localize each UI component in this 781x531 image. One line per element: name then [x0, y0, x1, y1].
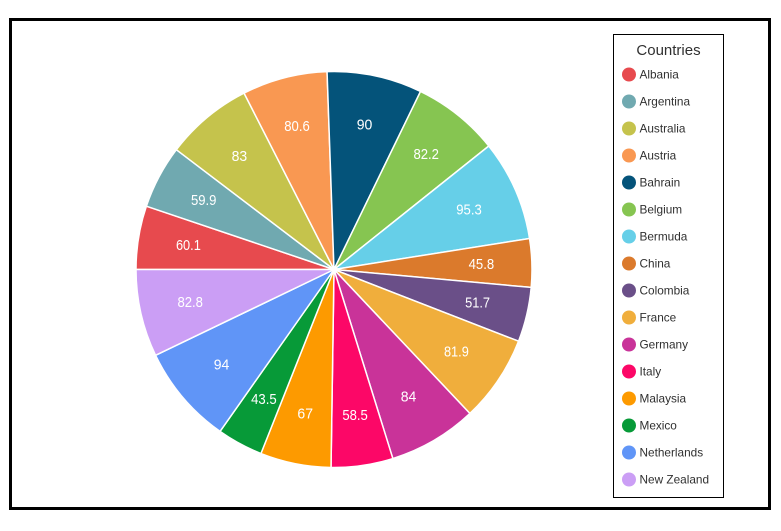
svg-text:82.2: 82.2: [413, 146, 439, 163]
svg-text:82.8: 82.8: [177, 294, 203, 311]
svg-text:France: France: [640, 311, 677, 325]
svg-text:59.9: 59.9: [191, 192, 217, 209]
svg-text:45.8: 45.8: [469, 256, 495, 273]
svg-text:Bermuda: Bermuda: [640, 230, 688, 244]
svg-text:China: China: [640, 257, 671, 271]
svg-text:80.6: 80.6: [284, 118, 310, 135]
svg-text:Argentina: Argentina: [640, 95, 691, 109]
svg-text:Colombia: Colombia: [640, 284, 690, 298]
svg-text:Australia: Australia: [640, 122, 686, 136]
svg-text:90: 90: [357, 117, 373, 134]
svg-text:43.5: 43.5: [251, 391, 277, 408]
svg-text:Austria: Austria: [640, 149, 677, 163]
svg-text:84: 84: [401, 388, 417, 405]
svg-text:Mexico: Mexico: [640, 419, 678, 433]
svg-text:Bahrain: Bahrain: [640, 176, 681, 190]
svg-text:Netherlands: Netherlands: [640, 446, 704, 460]
svg-text:94: 94: [214, 356, 230, 373]
svg-text:Malaysia: Malaysia: [640, 392, 687, 406]
svg-text:67: 67: [297, 406, 313, 423]
svg-text:Belgium: Belgium: [640, 203, 683, 217]
svg-text:Countries: Countries: [636, 42, 700, 59]
svg-text:Albania: Albania: [640, 68, 680, 82]
svg-text:58.5: 58.5: [342, 407, 368, 424]
svg-text:81.9: 81.9: [444, 343, 469, 360]
svg-text:New Zealand: New Zealand: [640, 473, 710, 487]
svg-text:83: 83: [232, 148, 248, 165]
svg-text:95.3: 95.3: [456, 202, 482, 219]
svg-text:Italy: Italy: [640, 365, 662, 379]
svg-text:60.1: 60.1: [176, 237, 201, 254]
svg-text:51.7: 51.7: [465, 295, 490, 312]
svg-text:Germany: Germany: [640, 338, 689, 352]
